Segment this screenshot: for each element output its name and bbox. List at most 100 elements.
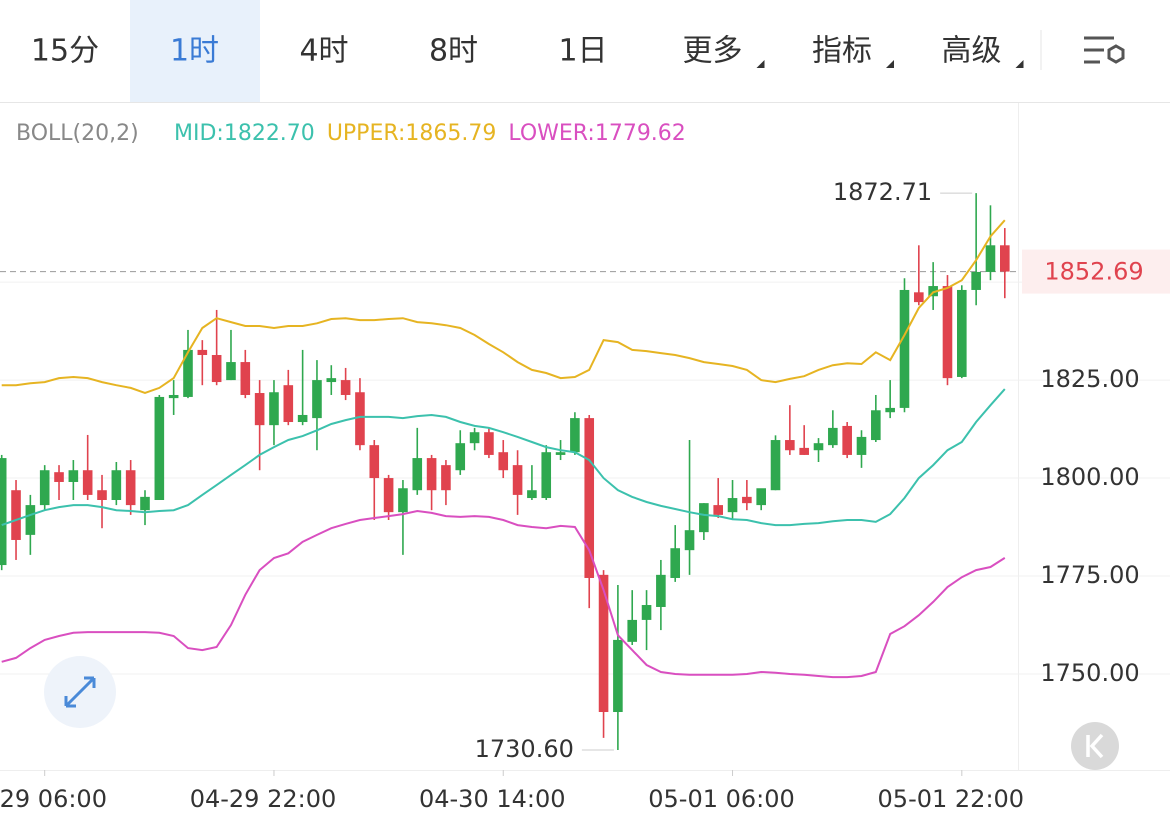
candle-body [111, 470, 122, 501]
tab[interactable]: 8时 [429, 34, 478, 69]
tab[interactable]: 1时 [130, 0, 260, 102]
candle-body [469, 432, 480, 444]
candle-body [269, 392, 279, 426]
candle-body [183, 349, 193, 397]
candle-body [727, 498, 738, 513]
candle-body [756, 488, 766, 506]
candle-body [383, 478, 394, 513]
candle-body [813, 443, 824, 451]
candle-body [555, 452, 566, 455]
candle-body [914, 292, 924, 303]
candle-body [570, 418, 580, 453]
candle-body [369, 445, 380, 479]
candle-body [68, 470, 79, 482]
legend-entry: LOWER:1779.62 [508, 121, 685, 146]
candle-body [283, 385, 294, 423]
candle-body [297, 414, 308, 423]
candle-body [942, 286, 953, 379]
y-tick-label: 1775.00 [1040, 561, 1139, 589]
tab-label: 8时 [429, 34, 478, 69]
candle-body [1000, 245, 1010, 272]
candle-body [656, 574, 666, 607]
tab-label: 4时 [299, 34, 348, 69]
band-line [1, 509, 1006, 679]
candle-body [828, 427, 838, 446]
candle-body [871, 410, 881, 441]
tab[interactable]: 15分 [31, 34, 99, 69]
candle-body [398, 488, 408, 513]
candle-body [713, 505, 723, 515]
y-tick-label: 1800.00 [1040, 463, 1139, 491]
candle-body [25, 505, 36, 535]
candle-body [54, 472, 64, 482]
x-tick-label: 04-30 14:00 [419, 785, 566, 813]
collapse-button[interactable] [1071, 722, 1119, 770]
candle-body [498, 452, 509, 471]
x-tick-label: 04-29 22:00 [190, 785, 337, 813]
candle-body [226, 362, 236, 381]
candle-body [11, 490, 21, 540]
dropdown-arrow [1015, 60, 1024, 68]
tab-label: 15分 [31, 34, 99, 69]
candle-body [598, 574, 609, 713]
tab[interactable]: 4时 [299, 34, 348, 69]
candle-body [684, 530, 695, 551]
k-icon [1086, 733, 1104, 759]
candle-body [125, 470, 136, 506]
candle-body [785, 440, 795, 451]
candle-body [856, 436, 867, 455]
candle-body [326, 378, 337, 383]
dropdown-arrow [756, 60, 765, 68]
candle-body [584, 418, 595, 578]
indicator-label: BOLL(20,2) [16, 121, 139, 146]
band-line [1, 388, 1006, 527]
y-tick-label: 1825.00 [1040, 365, 1139, 393]
candle-body [799, 447, 809, 455]
candle-body [82, 470, 93, 495]
candle-body [985, 245, 996, 272]
candle-body [627, 619, 638, 642]
settings-icon[interactable] [1084, 36, 1125, 64]
icon-hex [1107, 44, 1125, 64]
min-label: 1730.60 [475, 735, 574, 763]
candle-body [312, 380, 322, 419]
tab[interactable]: 指标 [812, 34, 894, 69]
button-bg [1071, 722, 1119, 770]
candle-body [670, 548, 681, 578]
candle-body [197, 349, 208, 356]
last-price-bg [1022, 249, 1170, 294]
candle-body [426, 458, 437, 491]
candle-body [484, 432, 494, 455]
expand-button[interactable] [44, 656, 116, 728]
max-label: 1872.71 [833, 178, 932, 206]
candle-body [641, 605, 652, 620]
tab[interactable]: 1日 [558, 34, 607, 69]
candle-body [512, 465, 523, 495]
tab[interactable]: 高级 [942, 34, 1024, 69]
tab-label: 指标 [812, 34, 872, 69]
candle-body [541, 452, 552, 499]
candle-body [0, 458, 7, 566]
candle-body [97, 490, 107, 501]
x-tick-label: 04-29 06:00 [0, 785, 107, 813]
dropdown-arrow [886, 60, 894, 68]
candle-body [39, 470, 50, 506]
candle-body [355, 392, 365, 446]
legend-entry: UPPER:1865.79 [327, 121, 497, 146]
candle-body [613, 639, 623, 713]
legend-entry: MID:1822.70 [174, 121, 315, 146]
candle-body [140, 496, 150, 511]
candle-body [770, 440, 781, 491]
tab[interactable]: 更多 [683, 34, 765, 69]
candle-body [742, 496, 752, 504]
candle-body [928, 286, 938, 297]
plot [0, 192, 1170, 776]
candle-body [885, 407, 895, 413]
candle-body [699, 503, 709, 533]
x-tick-label: 05-01 06:00 [648, 785, 795, 813]
candle-body [455, 443, 466, 471]
candle-body [899, 289, 910, 408]
tab-label: 高级 [942, 34, 1002, 69]
